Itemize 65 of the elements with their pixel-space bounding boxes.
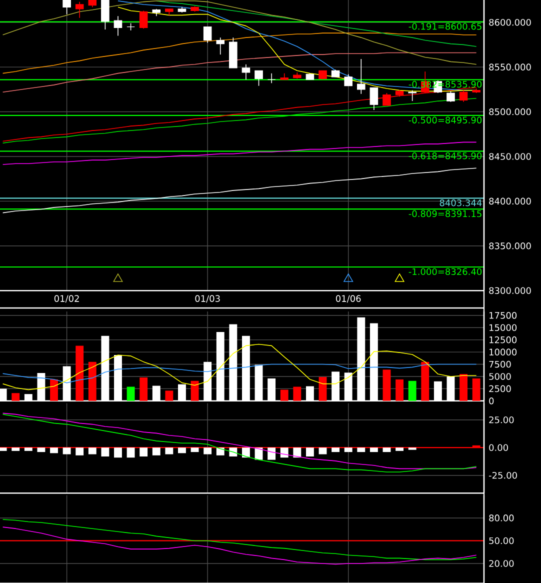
y-tick-label: 25.00 bbox=[489, 416, 514, 424]
bar bbox=[126, 386, 135, 401]
candlestick bbox=[370, 87, 378, 110]
x-tick-label: 01/06 bbox=[336, 295, 361, 303]
y-tick-label: 8450.000 bbox=[489, 153, 531, 160]
y-tick-label: 0.00 bbox=[489, 444, 508, 452]
y-tick-label: 0 bbox=[489, 398, 494, 404]
bar bbox=[50, 379, 58, 401]
y-tick-label: 15000 bbox=[490, 324, 517, 332]
y-tick-label: 80.00 bbox=[489, 514, 514, 522]
candlestick bbox=[382, 92, 391, 106]
ref-line-label: -0.618=8455.90 bbox=[408, 152, 482, 160]
candlestick bbox=[75, 1, 84, 18]
y-tick-label: 7500 bbox=[489, 360, 511, 368]
y-tick-label: 50.00 bbox=[489, 537, 514, 544]
ref-line-label: -0.191=8600.65 bbox=[408, 22, 482, 30]
ref-line-label: 8403.344 bbox=[440, 199, 482, 206]
bar bbox=[165, 390, 174, 401]
bar bbox=[140, 377, 148, 401]
bar bbox=[396, 379, 404, 401]
bar bbox=[88, 362, 96, 401]
bar bbox=[12, 393, 20, 401]
candlestick bbox=[267, 72, 276, 84]
bar bbox=[472, 378, 480, 401]
y-tick-label: 10000 bbox=[490, 348, 517, 356]
ref-line-label: -1.000=8326.40 bbox=[408, 268, 482, 275]
candlestick bbox=[101, 0, 110, 30]
bar bbox=[408, 380, 416, 401]
bar bbox=[190, 380, 199, 401]
candlestick bbox=[62, 0, 71, 15]
candlestick bbox=[446, 90, 455, 102]
candlestick bbox=[254, 70, 263, 86]
y-tick-label: -25.00 bbox=[488, 472, 517, 479]
y-tick-label: 17500 bbox=[490, 312, 517, 319]
bar bbox=[318, 376, 327, 401]
bar bbox=[460, 374, 468, 401]
candlestick bbox=[114, 16, 122, 36]
bar bbox=[421, 362, 430, 401]
y-tick-label: 8550.000 bbox=[489, 64, 531, 70]
candlestick bbox=[139, 10, 148, 30]
y-tick-label: 2500 bbox=[489, 385, 511, 392]
candlestick bbox=[357, 58, 366, 94]
bar bbox=[293, 386, 302, 401]
candlestick bbox=[344, 74, 352, 86]
y-tick-label: 8300.000 bbox=[489, 287, 531, 294]
candlestick bbox=[242, 64, 250, 80]
candlestick bbox=[216, 37, 225, 55]
y-tick-label: 8500.000 bbox=[489, 108, 531, 116]
y-tick-label: 8400.000 bbox=[489, 198, 531, 205]
line-series bbox=[2, 344, 477, 390]
ref-line-label: -0.809=8391.15 bbox=[408, 210, 482, 218]
y-tick-label: 5000 bbox=[489, 373, 511, 380]
bar bbox=[280, 390, 288, 401]
y-tick-label: 8350.000 bbox=[489, 242, 531, 250]
candlestick bbox=[408, 90, 416, 102]
y-tick-label: 8600.000 bbox=[489, 18, 531, 26]
bar bbox=[382, 370, 391, 401]
y-tick-label: 12500 bbox=[490, 336, 517, 344]
candlestick bbox=[459, 90, 468, 102]
x-tick-label: 01/02 bbox=[54, 295, 79, 303]
y-tick-label: 20.00 bbox=[489, 560, 514, 567]
candlestick bbox=[203, 26, 212, 44]
bar bbox=[76, 346, 84, 401]
x-tick-label: 01/03 bbox=[195, 295, 220, 303]
ref-line-label: -0.500=8495.90 bbox=[408, 116, 482, 124]
